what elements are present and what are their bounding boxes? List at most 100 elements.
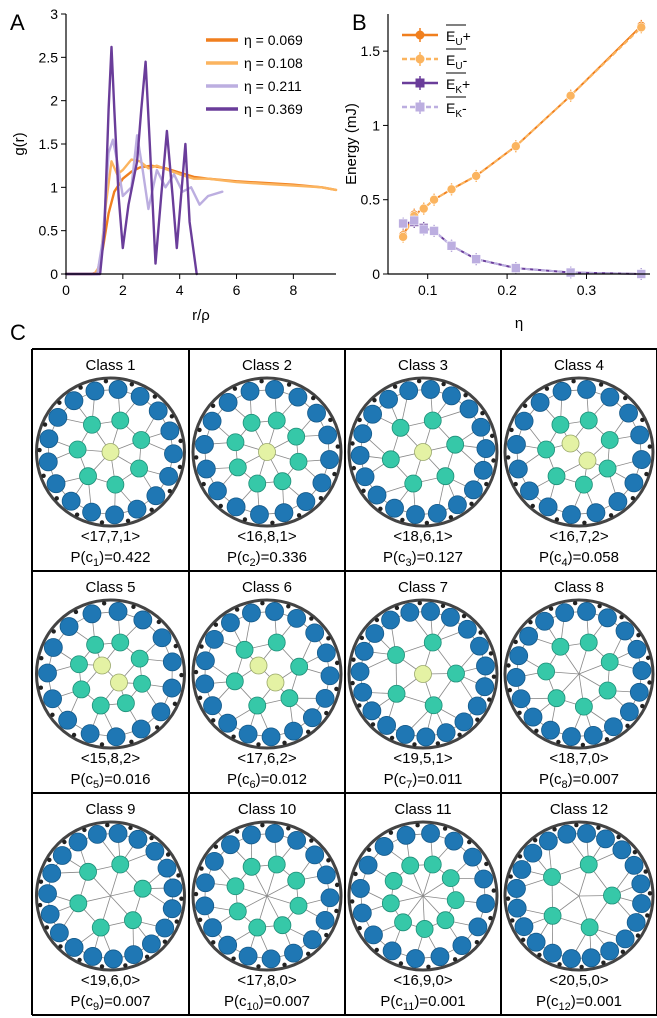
middle-particle [423,411,442,430]
middle-particle [130,459,148,478]
class-title: Class 2 [242,357,292,374]
middle-particle [579,633,598,652]
outer-particle [541,720,560,740]
middle-particle [267,411,286,430]
outer-particle [320,450,339,469]
outer-particle [160,421,180,441]
class-cell-11: Class 11 <16,9,0> P(c11)=0.001 [347,801,499,1013]
wall-dot [176,873,181,878]
wall-dot [334,686,339,692]
outer-particle [608,492,628,511]
wall-dot [179,896,184,901]
outer-particle [250,505,269,524]
class-triplet: <16,9,0> [393,972,452,989]
middle-particle [68,440,87,459]
middle-particle [91,696,110,715]
wall-dot [488,915,493,921]
outer-particle [124,945,144,964]
center-particle [578,451,597,470]
middle-particle [235,640,254,659]
wall-dot [579,964,584,970]
chart-a-y-tick-label: 1 [50,179,58,195]
outer-particle [399,381,419,401]
outer-particle [85,381,105,401]
outer-particle [38,884,57,904]
outer-particle [629,682,649,702]
outer-particle [427,503,447,523]
wall-dot [370,722,376,727]
outer-particle [530,393,550,412]
wall-dot [424,520,430,526]
chart-a-y-tick-label: 0 [50,266,58,282]
wall-dot [328,417,333,423]
wall-dot [435,741,441,746]
center-particle [110,673,128,692]
middle-particle [424,696,443,715]
class-triplet: <17,8,0> [237,972,296,989]
outer-particle [463,847,482,867]
wall-dot [513,639,518,645]
middle-particle [228,458,247,477]
outer-particle [39,429,59,449]
outer-particle [421,602,440,621]
middle-particle [579,411,598,430]
wall-dot [353,871,358,877]
wall-dot [508,874,513,879]
chart-a-x-tick-label: 4 [176,282,184,298]
class-title: Class 3 [398,357,448,374]
outer-particle [562,949,581,968]
outer-particle [474,869,494,889]
outer-particle [454,712,474,732]
class-cell-8: Class 8 <18,7,0> P(c8)=0.007 [503,579,655,791]
outer-particle [43,638,63,657]
outer-particle [162,652,182,672]
outer-particle [196,459,216,479]
outer-particle [305,845,325,865]
wall-dot [488,651,494,656]
outer-particle [108,602,128,621]
wall-dot [389,735,395,741]
center-particle [561,434,580,453]
wall-dot [374,947,379,953]
wall-dot [392,384,398,389]
wall-dot [484,861,489,867]
outer-particle [631,874,651,894]
outer-particle [441,607,460,627]
wall-dot [441,381,446,387]
wall-dot [556,739,561,745]
wall-dot [38,879,44,884]
middle-particle [273,472,292,491]
outer-particle [64,938,84,957]
wall-dot [548,606,554,611]
outer-particle [218,935,238,955]
wall-dot [359,635,365,641]
outer-particle [261,727,281,747]
wall-dot [37,902,43,908]
wall-dot [625,723,630,729]
chart-b-point [418,224,429,235]
wall-dot [517,854,523,859]
outer-particle [632,894,651,913]
outer-particle [196,651,215,671]
outer-particle [350,662,370,682]
panel-label-c: C [10,320,26,345]
outer-particle [284,721,303,741]
wall-dot [361,488,366,493]
outer-particle [626,913,646,932]
class-title: Class 4 [554,357,604,374]
wall-dot [173,643,178,649]
outer-particle [627,639,647,659]
wall-dot [647,891,653,896]
wall-dot [213,844,219,849]
outer-particle [318,425,338,445]
outer-particle [586,503,606,523]
wall-dot [350,899,355,904]
wall-dot [77,957,82,963]
wall-dot [632,849,638,855]
wall-dot [152,394,158,399]
wall-dot [416,378,422,384]
outer-particle [162,899,182,919]
center-particle [414,443,432,461]
wall-dot [73,609,79,615]
